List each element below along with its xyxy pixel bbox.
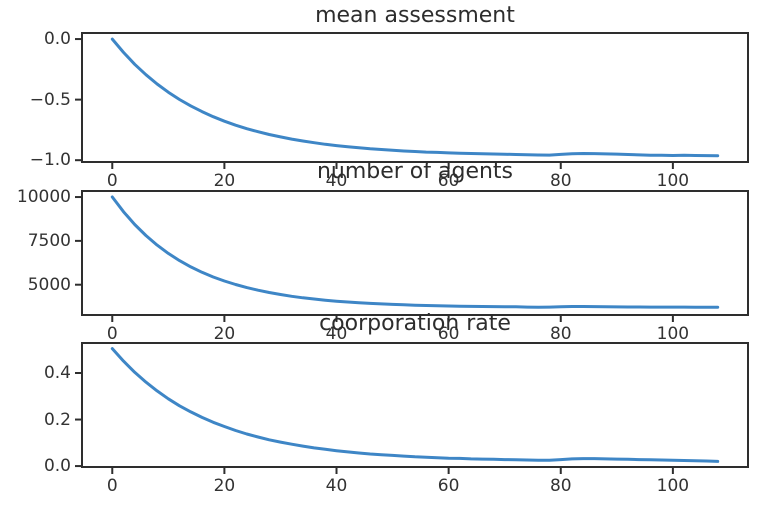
x-tick-label: 0 (106, 324, 118, 344)
x-tick-label: 60 (437, 171, 460, 191)
y-tick-label: 5000 (27, 274, 71, 295)
x-tick-label: 100 (656, 171, 690, 191)
line-series-3 (110, 347, 720, 463)
y-tick-label: 7500 (27, 230, 71, 251)
line-series-2 (110, 195, 720, 309)
y-tick-label: −1.0 (29, 150, 71, 171)
axes-border-3 (81, 342, 749, 468)
x-tick-label: 60 (437, 476, 460, 496)
y-tick-label: 10000 (16, 187, 71, 207)
x-tick-label: 40 (325, 171, 348, 191)
y-tick-label: −0.5 (29, 89, 71, 110)
x-tick-label: 20 (213, 171, 236, 191)
line-series-1 (110, 37, 720, 158)
axes-border-2 (81, 190, 749, 316)
y-tick-label: 0.0 (43, 456, 71, 477)
subplot-2-title: number of agents (316, 159, 514, 184)
y-tick-label: 0.4 (43, 363, 71, 383)
x-tick-label: 40 (325, 476, 348, 496)
y-tick-label: 0.0 (43, 29, 71, 50)
x-tick-label: 80 (549, 171, 572, 191)
x-tick-label: 60 (437, 324, 460, 344)
x-tick-label: 20 (213, 324, 236, 344)
x-tick-label: 0 (106, 476, 118, 496)
x-tick-label: 0 (106, 171, 118, 191)
x-tick-label: 80 (549, 324, 572, 344)
x-tick-label: 100 (656, 324, 690, 344)
y-tick-label: 0.2 (43, 409, 71, 430)
subplot-1-title: mean assessment (315, 3, 515, 28)
x-tick-label: 100 (656, 476, 690, 496)
x-tick-label: 40 (325, 324, 348, 344)
axes-border-1 (81, 32, 749, 163)
subplot-3-title: coorporation rate (319, 311, 511, 336)
x-tick-label: 20 (213, 476, 236, 496)
x-tick-label: 80 (549, 476, 572, 496)
